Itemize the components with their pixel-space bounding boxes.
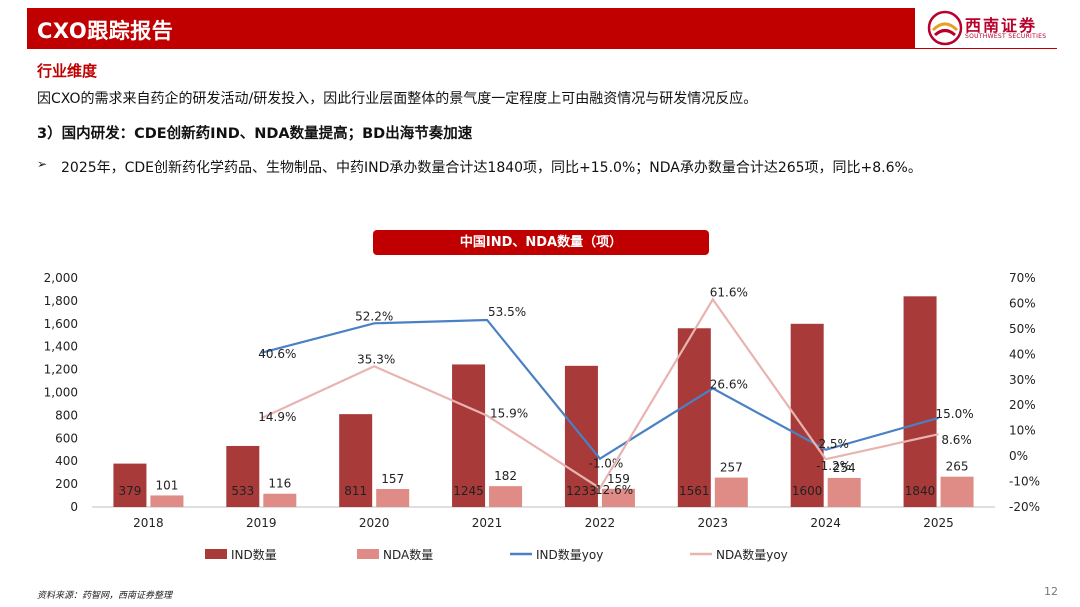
- intro-text: 因CXO的需求来自药企的研发活动/研发投入，因此行业层面整体的景气度一定程度上可…: [37, 91, 758, 107]
- x-tick-label: 2022: [585, 516, 616, 530]
- x-tick-label: 2019: [246, 516, 277, 530]
- bar-label-nda: 254: [833, 461, 856, 475]
- y-tick-label: 1,600: [44, 317, 78, 331]
- line-ind-yoy-label: 2.5%: [818, 437, 849, 451]
- line-nda-yoy-label: 61.6%: [710, 285, 748, 299]
- bar-label-ind: 1245: [453, 484, 484, 498]
- y-tick-label: 0: [70, 500, 78, 514]
- bar-ind: [790, 323, 824, 507]
- bar-nda: [714, 477, 748, 507]
- source-note: 资料来源：药智网，西南证券整理: [37, 591, 173, 601]
- bar-label-nda: 159: [607, 472, 630, 486]
- line-nda-yoy-label: -1.2%: [816, 459, 851, 473]
- line-ind-yoy-label: -1.0%: [589, 457, 624, 471]
- legend-swatch: [357, 549, 379, 559]
- x-tick-label: 2018: [133, 516, 164, 530]
- y-tick-label: 1,400: [44, 340, 78, 354]
- bar-nda: [601, 488, 635, 507]
- bar-label-nda: 116: [268, 477, 291, 491]
- subheading: 3）国内研发：CDE创新药IND、NDA数量提高；BD出海节奏加速: [37, 126, 473, 142]
- bar-label-ind: 379: [118, 484, 141, 498]
- y2-tick-label: 50%: [1009, 322, 1036, 336]
- line-nda-yoy-label: 15.9%: [490, 407, 528, 421]
- bullet-arrow-icon: ➢: [37, 157, 48, 171]
- bar-nda: [489, 486, 523, 507]
- line-nda-yoy-label: 8.6%: [941, 433, 972, 447]
- title-underline: [27, 48, 1057, 49]
- legend-label: IND数量yoy: [536, 547, 603, 562]
- logo-emblem-icon: [927, 10, 963, 46]
- title-bar: CXO跟踪报告: [27, 8, 915, 48]
- x-tick-label: 2020: [359, 516, 390, 530]
- bar-label-nda: 265: [946, 460, 969, 474]
- combo-chart: 0 200 400 600 800 1,000 1,200 1,400 1,600 1,800 2,…: [44, 271, 1040, 562]
- line-nda-yoy-label: 35.3%: [357, 352, 395, 366]
- bar-nda: [263, 493, 297, 507]
- y-tick-label: 400: [55, 454, 78, 468]
- bar-label-nda: 257: [720, 461, 743, 475]
- bar-ind: [452, 364, 486, 507]
- y-tick-label: 200: [55, 477, 78, 491]
- line-ind-yoy: [261, 318, 939, 461]
- bar-label-nda: 101: [155, 478, 178, 492]
- legend-label: NDA数量yoy: [716, 547, 788, 562]
- page-title: CXO跟踪报告: [37, 19, 174, 43]
- legend-label: IND数量: [231, 547, 277, 562]
- x-tick-label: 2024: [810, 516, 841, 530]
- section-title: 行业维度: [37, 62, 98, 80]
- bar-label-nda: 182: [494, 469, 517, 483]
- y-tick-label: 1,200: [44, 363, 78, 377]
- bar-ind: [339, 414, 373, 507]
- y-tick-label: 1,800: [44, 294, 78, 308]
- y2-tick-label: -10%: [1009, 475, 1040, 489]
- y2-tick-label: 0%: [1009, 449, 1028, 463]
- y2-tick-label: 20%: [1009, 398, 1036, 412]
- bar-label-ind: 1561: [679, 484, 710, 498]
- logo-name-en: SOUTHWEST SECURITIES: [965, 33, 1047, 40]
- bar-ind: [226, 445, 260, 507]
- bar-label-ind: 1233: [566, 484, 597, 498]
- bar-nda: [376, 489, 410, 507]
- bar-ind: [903, 296, 937, 507]
- line-nda-yoy-label: -12.6%: [591, 483, 633, 497]
- x-tick-label: 2025: [923, 516, 954, 530]
- x-tick-label: 2023: [698, 516, 729, 530]
- bar-label-ind: 533: [231, 484, 254, 498]
- line-nda-yoy: [260, 297, 939, 490]
- y2-tick-label: 70%: [1009, 271, 1036, 285]
- chart-title: 中国IND、NDA数量（项）: [373, 230, 709, 255]
- bar-label-nda: 157: [381, 472, 404, 486]
- bullet-text: 2025年，CDE创新药化学药品、生物制品、中药IND承办数量合计达1840项，…: [61, 160, 922, 176]
- line-ind-yoy-label: 52.2%: [355, 309, 393, 323]
- page-number: 12: [1044, 585, 1058, 598]
- y2-tick-label: 10%: [1009, 424, 1036, 438]
- bar-nda: [827, 477, 861, 507]
- x-tick-label: 2021: [472, 516, 503, 530]
- line-nda-yoy-label: 14.9%: [258, 410, 296, 424]
- y-tick-label: 2,000: [44, 271, 78, 285]
- bar-ind: [677, 328, 711, 507]
- line-ind-yoy-label: 26.6%: [710, 377, 748, 391]
- bar-nda: [150, 495, 184, 507]
- bar-label-ind: 1840: [905, 484, 936, 498]
- y2-tick-label: 60%: [1009, 296, 1036, 310]
- line-ind-yoy-label: 15.0%: [936, 407, 974, 421]
- brand-logo: 西南证券 SOUTHWEST SECURITIES: [925, 8, 1057, 48]
- bar-label-ind: 1600: [792, 484, 823, 498]
- y-tick-label: 800: [55, 408, 78, 422]
- legend-label: NDA数量: [383, 547, 433, 562]
- legend-swatch: [205, 549, 227, 559]
- bar-ind: [113, 463, 147, 507]
- y-tick-label: 1,000: [44, 386, 78, 400]
- line-ind-yoy-label: 40.6%: [258, 347, 296, 361]
- y2-tick-label: 40%: [1009, 347, 1036, 361]
- logo-name: 西南证券: [965, 16, 1038, 35]
- y-tick-label: 600: [55, 431, 78, 445]
- y2-tick-label: -20%: [1009, 500, 1040, 514]
- line-ind-yoy-label: 53.5%: [488, 305, 526, 319]
- bar-label-ind: 811: [344, 484, 367, 498]
- y2-tick-label: 30%: [1009, 373, 1036, 387]
- bar-nda: [940, 476, 974, 507]
